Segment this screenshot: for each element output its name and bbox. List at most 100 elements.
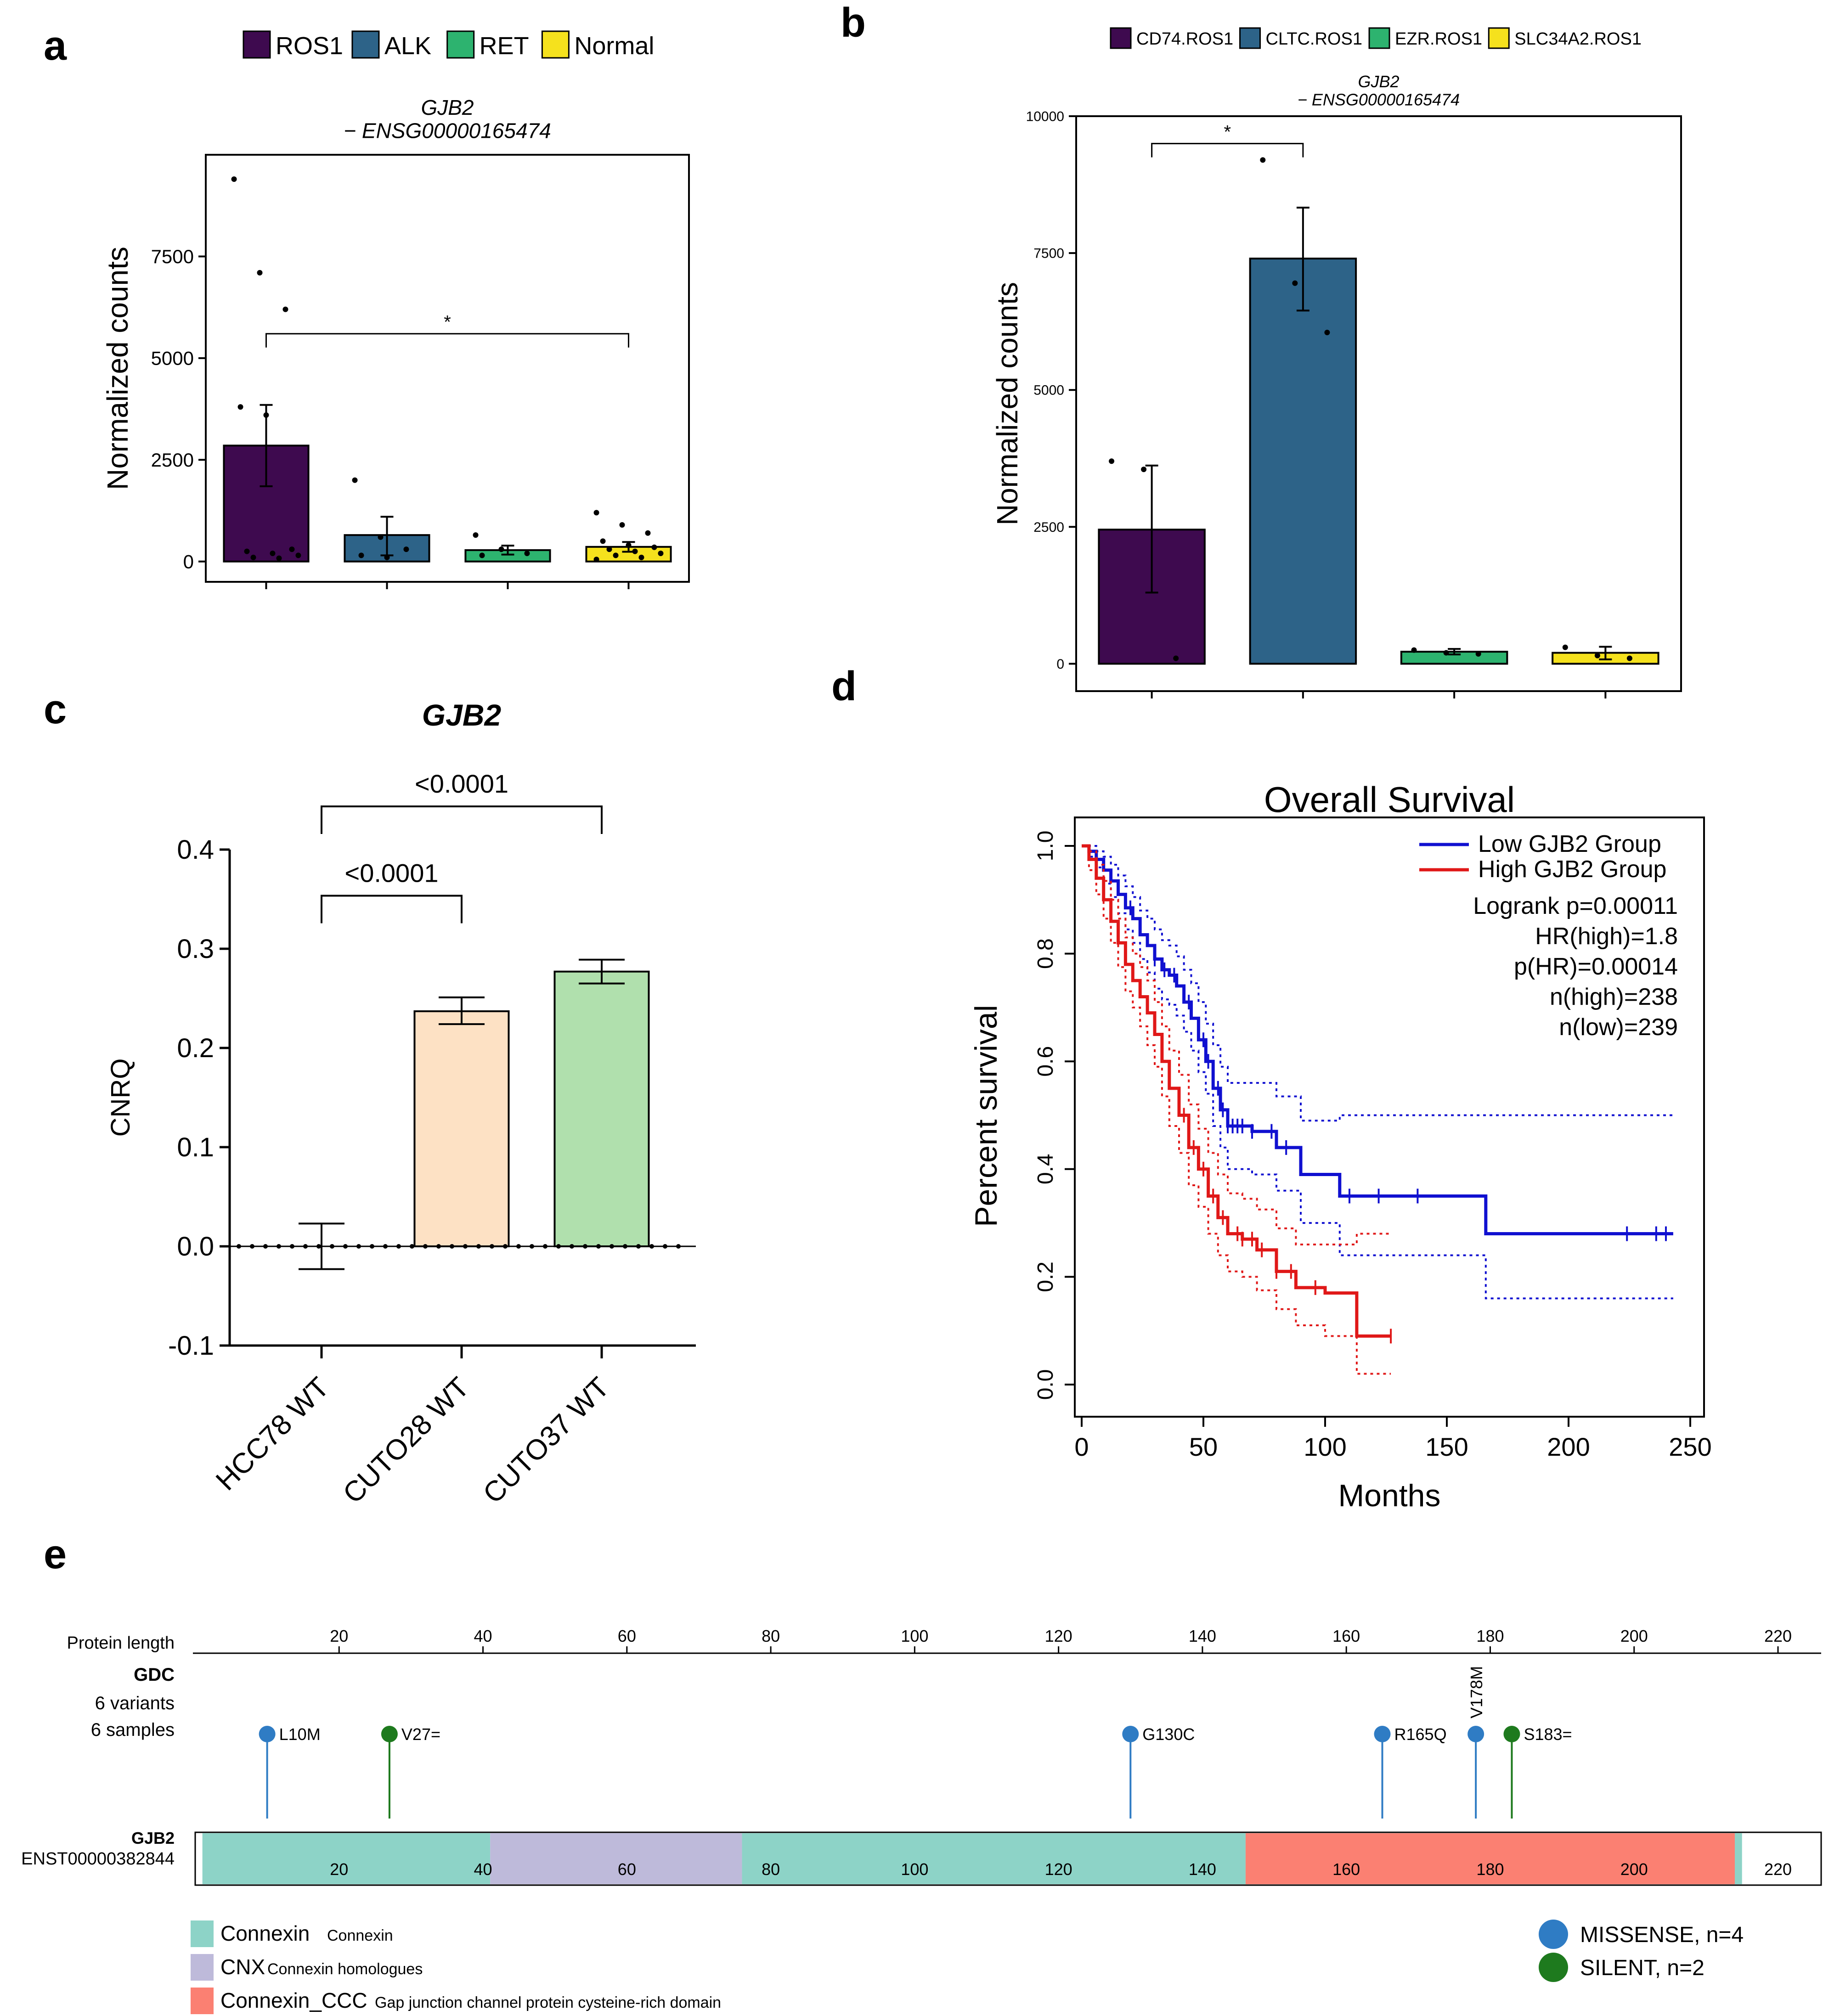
x-tick-label-0: HCC78 WT: [210, 1371, 335, 1497]
y-tick-label-4: 0.3: [177, 934, 214, 964]
y-axis-label: Normalized counts: [101, 247, 134, 490]
bar-1: [413, 1010, 510, 1248]
y-tick-label-1: 0.0: [177, 1232, 214, 1261]
domain-legend-desc-0: Connexin: [327, 1927, 393, 1944]
chart-subtitle: − ENSG00000165474: [344, 119, 551, 143]
significance-label-0: *: [444, 312, 451, 332]
x-tick-label-2: CUTO37 WT: [477, 1371, 615, 1509]
bar-2: [553, 970, 650, 1247]
data-point-3-1: [1594, 653, 1600, 659]
plot-frame: [1074, 817, 1705, 1418]
panel-label-d: d: [831, 664, 857, 710]
data-point-0-0: [1109, 458, 1115, 464]
legend-label-2: RET: [480, 32, 529, 60]
y-axis-label: CNRQ: [106, 1059, 135, 1137]
mutation-label-5: S183=: [1524, 1725, 1572, 1744]
x-tick-label-4: 100: [901, 1627, 928, 1645]
stats-annotation-1: HR(high)=1.8: [1535, 923, 1678, 950]
data-point-0-2: [282, 306, 288, 312]
domain-tick-label-9: 200: [1620, 1860, 1648, 1879]
panel-label-e: e: [44, 1532, 67, 1577]
data-point-0-10: [276, 555, 282, 561]
data-point-3-6: [606, 546, 612, 552]
mutation-legend-label-1: SILENT, n=2: [1580, 1956, 1704, 1980]
data-point-3-5: [651, 544, 657, 550]
data-point-0-8: [295, 552, 301, 558]
survival-curve-0: [1082, 844, 1673, 1236]
gene-label: GJB2: [131, 1829, 175, 1847]
domain-tick-label-2: 60: [618, 1860, 636, 1879]
data-point-3-10: [638, 554, 644, 560]
data-point-0-4: [263, 412, 269, 418]
domain-4: [1735, 1833, 1742, 1884]
data-point-3-7: [632, 548, 638, 554]
data-point-2-1: [498, 546, 504, 552]
x-tick-label-3: 150: [1425, 1432, 1468, 1461]
ci-lower-1: [1082, 845, 1391, 1375]
data-point-3-2: [645, 530, 651, 536]
panel-b-chart: CD74.ROS1 CLTC.ROS1 EZR.ROS1 SLC34A2.ROS1 GJ…: [991, 27, 1682, 698]
domain-legend-name-0: Connexin: [220, 1921, 310, 1945]
data-point-1-0: [1260, 157, 1266, 163]
y-tick-label-3: 7500: [151, 246, 194, 267]
legend-swatch-0: [243, 30, 271, 59]
x-tick-label-3: 80: [762, 1627, 780, 1645]
y-tick-label-5: 1.0: [1033, 831, 1058, 862]
legend-swatch-2: [1368, 27, 1390, 49]
y-tick-label-3: 0.6: [1033, 1046, 1058, 1077]
data-point-1-3: [358, 552, 364, 558]
data-point-2-2: [524, 551, 530, 556]
y-tick-label-2: 0.1: [177, 1132, 214, 1162]
domain-0: [202, 1833, 491, 1884]
transcript-label: ENST00000382844: [21, 1849, 175, 1869]
y-tick-label-1: 2500: [1033, 520, 1064, 535]
x-tick-label-1: CUTO28 WT: [337, 1371, 475, 1509]
panel-e-chart: Protein length 20 40 60 80 100 120 140 160 180 200…: [21, 1627, 1822, 2014]
y-tick-label-0: 0: [1056, 657, 1064, 672]
domain-3: [1245, 1833, 1735, 1884]
legend-label-0: CD74.ROS1: [1136, 29, 1233, 49]
domain-legend-swatch-2: [191, 1988, 214, 2014]
data-point-1-1: [378, 534, 384, 540]
data-point-3-2: [1626, 655, 1632, 661]
y-tick-label-2: 5000: [151, 348, 194, 369]
x-tick-label-0: 20: [330, 1627, 348, 1645]
legend-swatch-1: [351, 30, 380, 59]
chart-subtitle: − ENSG00000165474: [1298, 90, 1460, 109]
data-point-1-4: [384, 554, 390, 560]
y-tick-label-1: 0.2: [1033, 1261, 1058, 1292]
legend-label-0: Low GJB2 Group: [1478, 831, 1661, 857]
bar-1: [1249, 258, 1357, 665]
panel-d-chart: Overall Survival 0 50 100 150 200 250 0.0 0.2 0.4…: [969, 779, 1712, 1513]
data-point-3-4: [626, 542, 632, 548]
lollipop-head-1: [381, 1726, 398, 1742]
mutation-label-4: V178M: [1467, 1666, 1486, 1718]
x-tick-label-2: 60: [618, 1627, 636, 1645]
data-point-3-8: [658, 551, 664, 556]
x-axis-label: Months: [1338, 1478, 1441, 1513]
x-tick-label-8: 180: [1476, 1627, 1504, 1645]
plot-frame: [1075, 115, 1682, 692]
data-point-1-1: [1292, 280, 1298, 286]
data-point-0-2: [1173, 655, 1179, 661]
data-point-1-2: [1324, 329, 1330, 335]
panel-c-chart: GJB2 -0.1 0.0 0.1 0.2 0.3 0.4 CNRQ HCC78 WT CUTO2…: [106, 698, 696, 1509]
survival-curve-1: [1082, 844, 1391, 1338]
domain-legend-swatch-0: [191, 1920, 214, 1947]
significance-bracket-1: [321, 895, 463, 924]
ci-lower-0: [1082, 845, 1673, 1300]
ci-upper-1: [1082, 845, 1391, 1246]
chart-title: GJB2: [421, 96, 474, 119]
significance-bracket-0: [1151, 143, 1304, 158]
x-tick-label-6: 140: [1189, 1627, 1216, 1645]
legend-swatch-3: [1488, 27, 1510, 49]
y-tick-label-1: 2500: [151, 449, 194, 471]
legend-label-1: ALK: [384, 32, 431, 60]
domain-tick-label-0: 20: [330, 1860, 348, 1879]
y-tick-label-0: -0.1: [168, 1331, 214, 1361]
chart-title: GJB2: [422, 698, 502, 732]
domain-legend-desc-2: Gap junction channel protein cysteine-ri…: [375, 1994, 721, 2011]
x-tick-label-0: 0: [1074, 1432, 1089, 1461]
domain-tick-label-1: 40: [474, 1860, 492, 1879]
